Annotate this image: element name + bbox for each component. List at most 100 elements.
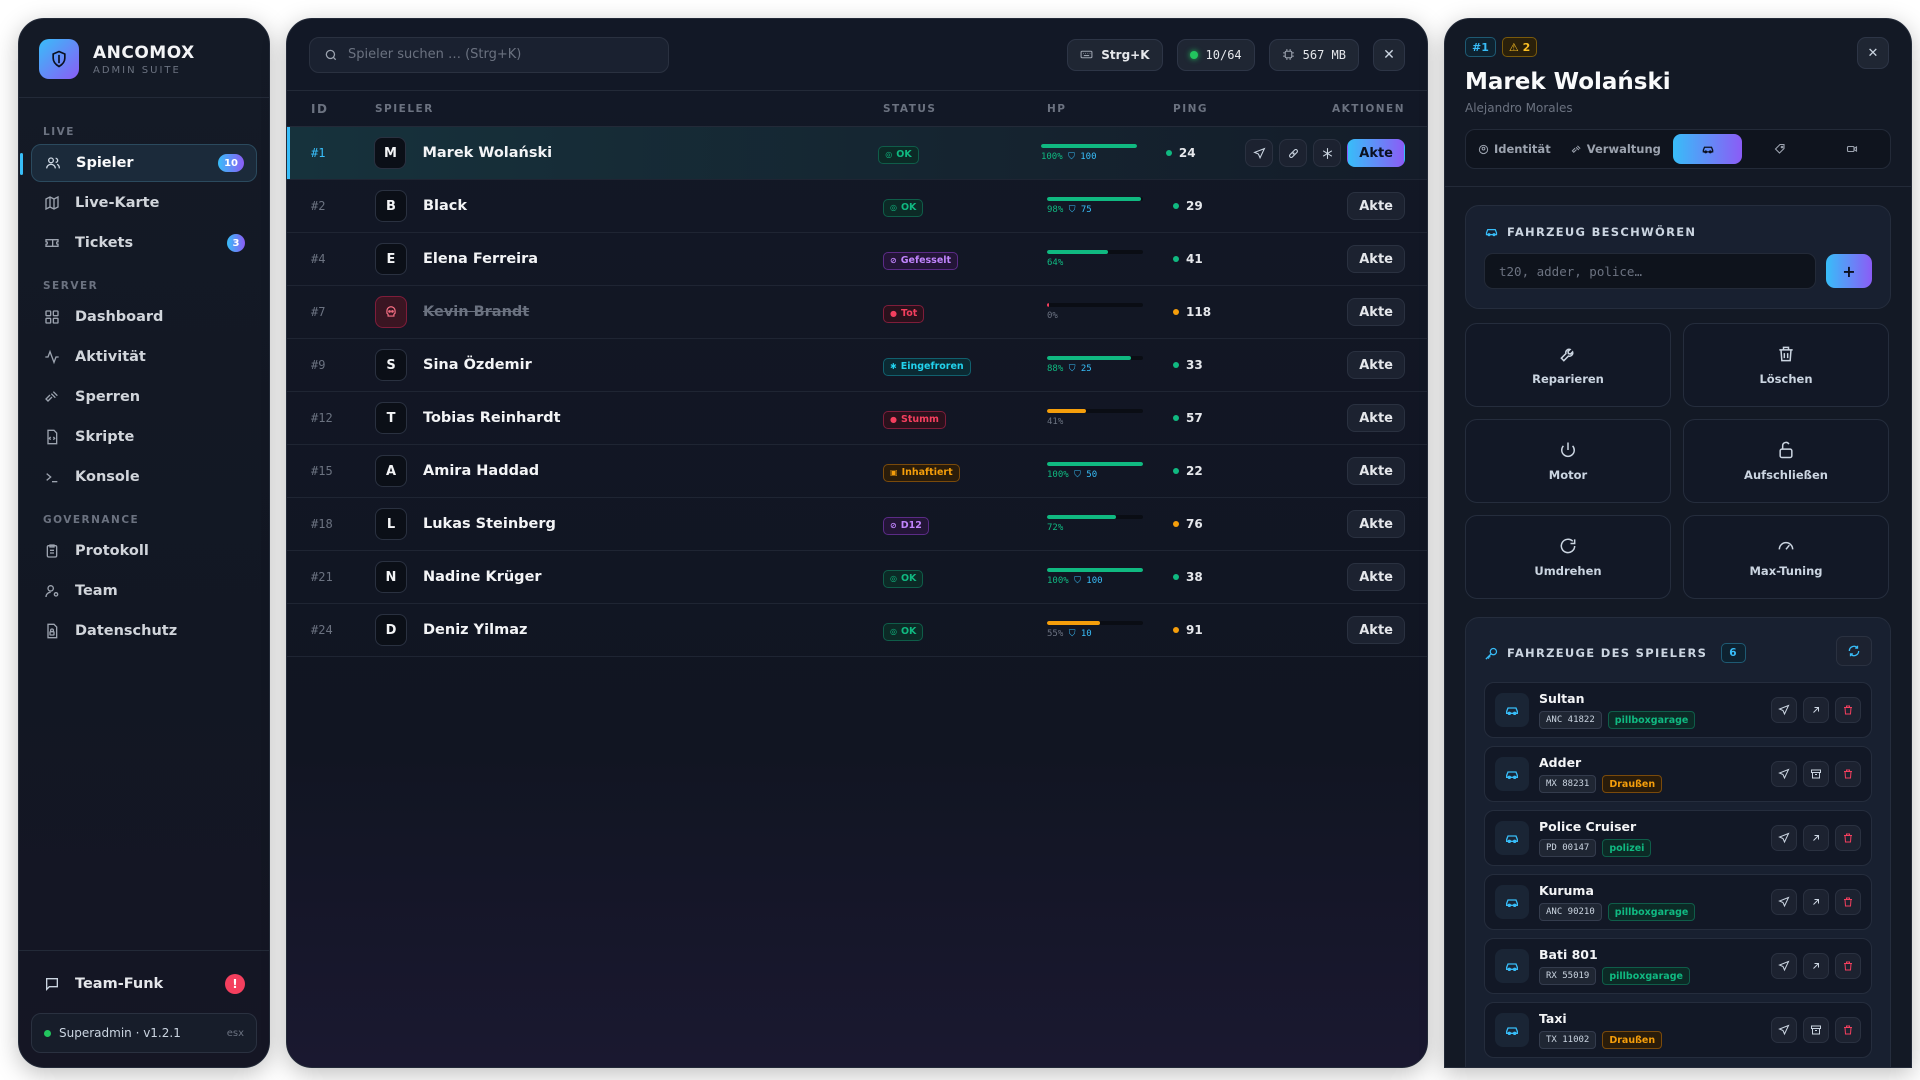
teleport-button[interactable] — [1245, 139, 1274, 167]
unlock-vehicle-button[interactable]: Aufschließen — [1683, 419, 1889, 503]
vehicle-item[interactable]: Kuruma ANC 90210 pillboxgarage — [1484, 874, 1872, 930]
delete-vehicle-button[interactable] — [1835, 889, 1861, 915]
refresh-vehicles-button[interactable] — [1836, 636, 1872, 666]
vehicle-item[interactable]: Adder MX 88231 Draußen — [1484, 746, 1872, 802]
repair-vehicle-button[interactable]: Reparieren — [1465, 323, 1671, 407]
tab-fahrzeuge[interactable] — [1672, 134, 1743, 164]
vehicle-item[interactable]: Taxi TX 11002 Draußen — [1484, 1002, 1872, 1058]
max-tuning-button[interactable]: Max-Tuning — [1683, 515, 1889, 599]
locate-vehicle-button[interactable] — [1771, 889, 1797, 915]
vehicle-item[interactable]: Bati 801 RX 55019 pillboxgarage — [1484, 938, 1872, 994]
vehicle-item[interactable]: Police Cruiser PD 00147 polizei — [1484, 810, 1872, 866]
sidebar-item-spieler[interactable]: Spieler 10 — [20, 144, 257, 182]
table-row[interactable]: #4 E Elena Ferreira ⊘ Gefesselt 64% 41 A… — [287, 233, 1427, 286]
tab-kamera[interactable] — [1818, 134, 1886, 164]
column-header-id[interactable]: ID — [311, 101, 329, 116]
archive-icon — [1811, 1025, 1821, 1035]
column-header-player[interactable]: SPIELER — [375, 102, 434, 115]
hp-percent: 88% — [1047, 364, 1064, 374]
akte-button[interactable]: Akte — [1347, 510, 1405, 538]
tab-identitaet[interactable]: Identität — [1470, 134, 1559, 164]
sidebar-item-skripte[interactable]: Skripte — [31, 418, 257, 456]
hp-text: 55% ⛉ 10 — [1047, 629, 1173, 639]
sidebar-item-label: Protokoll — [75, 543, 149, 559]
table-row[interactable]: #24 D Deniz Yilmaz ◎ OK 55% ⛉ 10 91 Akte — [287, 604, 1427, 657]
column-header-ping[interactable]: PING — [1173, 102, 1209, 115]
status-badge: ● Tot — [883, 304, 925, 323]
flip-vehicle-button[interactable]: Umdrehen — [1465, 515, 1671, 599]
armor-value: ⛉ 75 — [1068, 205, 1092, 215]
vehicle-item[interactable]: Sultan ANC 41822 pillboxgarage — [1484, 682, 1872, 738]
shortcut-chip[interactable]: Strg+K — [1067, 38, 1163, 71]
status-icon: ◎ — [885, 150, 893, 160]
tab-inventar[interactable] — [1746, 134, 1814, 164]
send-icon — [1778, 1024, 1790, 1036]
table-row[interactable]: #18 L Lukas Steinberg ⊘ D12 72% 76 Akte — [287, 498, 1427, 551]
delete-vehicle-button[interactable]: Löschen — [1683, 323, 1889, 407]
engine-toggle-button[interactable]: Motor — [1465, 419, 1671, 503]
store-vehicle-button[interactable] — [1803, 1017, 1829, 1043]
hp-bar-fill — [1047, 303, 1049, 307]
vehicle-count-badge: 6 — [1721, 643, 1746, 663]
sidebar-item-team[interactable]: Team — [31, 572, 257, 610]
akte-button[interactable]: Akte — [1347, 298, 1405, 326]
spawn-out-button[interactable] — [1803, 825, 1829, 851]
sidebar-item-dashboard[interactable]: Dashboard — [31, 298, 257, 336]
status-badge: ◎ OK — [883, 622, 924, 641]
heal-button[interactable] — [1279, 139, 1308, 167]
status-label: Inhaftiert — [901, 467, 953, 479]
table-row[interactable]: #15 A Amira Haddad ▣ Inhaftiert 100% ⛉ 5… — [287, 445, 1427, 498]
akte-button[interactable]: Akte — [1347, 192, 1405, 220]
table-row[interactable]: #9 S Sina Özdemir ✱ Eingefroren 88% ⛉ 25… — [287, 339, 1427, 392]
delete-vehicle-button[interactable] — [1835, 825, 1861, 851]
table-row[interactable]: #2 B Black ◎ OK 98% ⛉ 75 29 Akte — [287, 180, 1427, 233]
table-row[interactable]: #7 Kevin Brandt ● Tot 0% 118 Akte — [287, 286, 1427, 339]
sidebar-item-datenschutz[interactable]: Datenschutz — [31, 612, 257, 650]
locate-vehicle-button[interactable] — [1771, 697, 1797, 723]
close-detail-button[interactable]: ✕ — [1857, 37, 1889, 69]
table-row[interactable]: #1 M Marek Wolański ◎ OK 100% ⛉ 100 24 A… — [287, 127, 1427, 180]
locate-vehicle-button[interactable] — [1771, 825, 1797, 851]
spawn-out-button[interactable] — [1803, 953, 1829, 979]
spawn-out-button[interactable] — [1803, 697, 1829, 723]
akte-button[interactable]: Akte — [1347, 457, 1405, 485]
ping-value: 41 — [1186, 252, 1203, 266]
table-row[interactable]: #12 T Tobias Reinhardt ● Stumm 41% 57 Ak… — [287, 392, 1427, 445]
sidebar-item-protokoll[interactable]: Protokoll — [31, 532, 257, 570]
delete-vehicle-button[interactable] — [1835, 697, 1861, 723]
spawn-out-button[interactable] — [1803, 889, 1829, 915]
akte-button[interactable]: Akte — [1347, 616, 1405, 644]
team-funk-button[interactable]: Team-Funk ! — [31, 965, 257, 1003]
akte-button[interactable]: Akte — [1347, 245, 1405, 273]
locate-vehicle-button[interactable] — [1771, 1017, 1797, 1043]
vehicle-name: Police Cruiser — [1539, 819, 1637, 834]
status-label: Tot — [900, 308, 918, 320]
brand: ANCOMOX ADMIN SUITE — [19, 19, 269, 98]
locate-vehicle-button[interactable] — [1771, 761, 1797, 787]
search-input[interactable]: Spieler suchen … (Strg+K) — [309, 36, 669, 73]
freeze-button[interactable] — [1313, 139, 1342, 167]
delete-vehicle-button[interactable] — [1835, 953, 1861, 979]
store-vehicle-button[interactable] — [1803, 761, 1829, 787]
locate-vehicle-button[interactable] — [1771, 953, 1797, 979]
sidebar-item-sperren[interactable]: Sperren — [31, 378, 257, 416]
akte-button[interactable]: Akte — [1347, 139, 1406, 167]
column-header-status[interactable]: STATUS — [883, 102, 937, 115]
delete-vehicle-button[interactable] — [1835, 1017, 1861, 1043]
send-icon — [1778, 704, 1790, 716]
trash-icon — [1776, 344, 1796, 364]
close-button[interactable]: ✕ — [1373, 38, 1405, 71]
column-header-hp[interactable]: HP — [1047, 102, 1067, 115]
sidebar-item-aktivitaet[interactable]: Aktivität — [31, 338, 257, 376]
akte-button[interactable]: Akte — [1347, 351, 1405, 379]
sidebar-item-tickets[interactable]: Tickets 3 — [31, 224, 257, 262]
tab-verwaltung[interactable]: Verwaltung — [1563, 134, 1669, 164]
delete-vehicle-button[interactable] — [1835, 761, 1861, 787]
sidebar-item-konsole[interactable]: Konsole — [31, 458, 257, 496]
akte-button[interactable]: Akte — [1347, 563, 1405, 591]
sidebar-item-live-karte[interactable]: Live-Karte — [31, 184, 257, 222]
spawn-vehicle-button[interactable]: + — [1826, 254, 1872, 288]
akte-button[interactable]: Akte — [1347, 404, 1405, 432]
vehicle-model-input[interactable]: t20, adder, police… — [1484, 253, 1816, 289]
table-row[interactable]: #21 N Nadine Krüger ◎ OK 100% ⛉ 100 38 A… — [287, 551, 1427, 604]
